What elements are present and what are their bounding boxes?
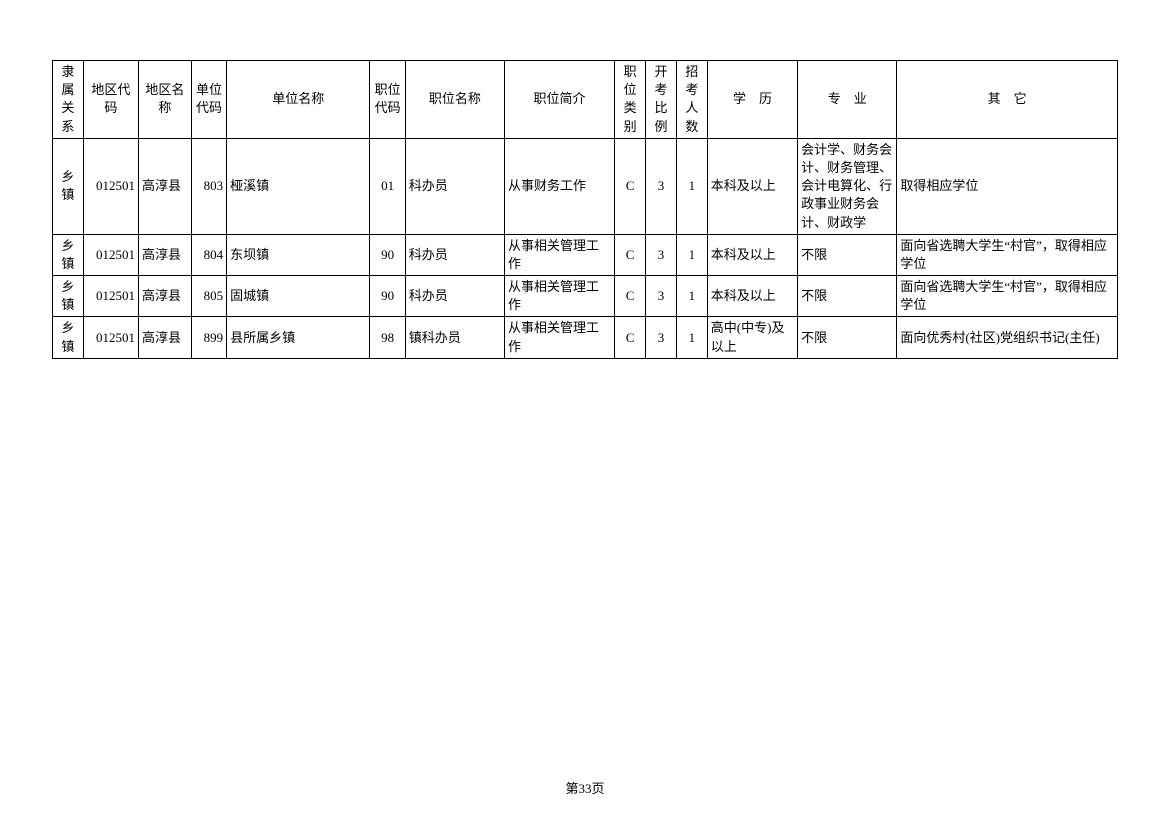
table-cell: 本科及以上 xyxy=(707,138,797,234)
table-cell: 不限 xyxy=(798,234,897,275)
table-cell: 高淳县 xyxy=(138,234,191,275)
table-cell: 科办员 xyxy=(405,234,504,275)
header-major: 专 业 xyxy=(798,61,897,139)
header-education: 学 历 xyxy=(707,61,797,139)
table-cell: 桠溪镇 xyxy=(227,138,370,234)
table-cell: C xyxy=(615,234,646,275)
header-position-desc: 职位简介 xyxy=(504,61,614,139)
header-unit-name: 单位名称 xyxy=(227,61,370,139)
table-cell: 804 xyxy=(191,234,226,275)
header-position-name: 职位名称 xyxy=(405,61,504,139)
table-cell: 乡镇 xyxy=(53,138,84,234)
table-cell: C xyxy=(615,138,646,234)
table-cell: 90 xyxy=(370,234,405,275)
header-headcount: 招考人数 xyxy=(676,61,707,139)
table-body: 乡镇012501高淳县803桠溪镇01科办员从事财务工作C31本科及以上会计学、… xyxy=(53,138,1118,358)
table-cell: 科办员 xyxy=(405,276,504,317)
table-row: 乡镇012501高淳县899县所属乡镇98镇科办员从事相关管理工作C31高中(中… xyxy=(53,317,1118,358)
table-row: 乡镇012501高淳县804东坝镇90科办员从事相关管理工作C31本科及以上不限… xyxy=(53,234,1118,275)
header-region-code: 地区代码 xyxy=(83,61,138,139)
table-cell: 1 xyxy=(676,317,707,358)
table-cell: 本科及以上 xyxy=(707,234,797,275)
table-cell: 会计学、财务会计、财务管理、会计电算化、行政事业财务会计、财政学 xyxy=(798,138,897,234)
table-cell: 不限 xyxy=(798,276,897,317)
recruitment-table: 隶属关系 地区代码 地区名称 单位代码 单位名称 职位代码 职位名称 职位简介 … xyxy=(52,60,1118,359)
table-cell: 固城镇 xyxy=(227,276,370,317)
table-cell: 县所属乡镇 xyxy=(227,317,370,358)
table-cell: 012501 xyxy=(83,317,138,358)
table-cell: 1 xyxy=(676,138,707,234)
table-cell: 镇科办员 xyxy=(405,317,504,358)
table-cell: 从事相关管理工作 xyxy=(504,317,614,358)
table-cell: C xyxy=(615,317,646,358)
table-cell: 乡镇 xyxy=(53,317,84,358)
header-position-code: 职位代码 xyxy=(370,61,405,139)
table-cell: 面向优秀村(社区)党组织书记(主任) xyxy=(897,317,1118,358)
header-other: 其 它 xyxy=(897,61,1118,139)
table-cell: 805 xyxy=(191,276,226,317)
header-row: 隶属关系 地区代码 地区名称 单位代码 单位名称 职位代码 职位名称 职位简介 … xyxy=(53,61,1118,139)
table-cell: 98 xyxy=(370,317,405,358)
header-position-type: 职位类别 xyxy=(615,61,646,139)
table-cell: 不限 xyxy=(798,317,897,358)
table-cell: 1 xyxy=(676,234,707,275)
table-cell: 012501 xyxy=(83,138,138,234)
table-cell: 乡镇 xyxy=(53,234,84,275)
table-row: 乡镇012501高淳县803桠溪镇01科办员从事财务工作C31本科及以上会计学、… xyxy=(53,138,1118,234)
table-cell: 东坝镇 xyxy=(227,234,370,275)
page-footer: 第33页 xyxy=(0,778,1170,797)
header-unit-code: 单位代码 xyxy=(191,61,226,139)
table-cell: 高淳县 xyxy=(138,317,191,358)
table-cell: 从事相关管理工作 xyxy=(504,276,614,317)
table-cell: 3 xyxy=(646,234,677,275)
table-cell: 面向省选聘大学生“村官”，取得相应学位 xyxy=(897,234,1118,275)
table-cell: 高中(中专)及以上 xyxy=(707,317,797,358)
table-cell: C xyxy=(615,276,646,317)
table-cell: 3 xyxy=(646,276,677,317)
header-region-name: 地区名称 xyxy=(138,61,191,139)
table-cell: 012501 xyxy=(83,276,138,317)
table-cell: 3 xyxy=(646,138,677,234)
table-header: 隶属关系 地区代码 地区名称 单位代码 单位名称 职位代码 职位名称 职位简介 … xyxy=(53,61,1118,139)
table-cell: 01 xyxy=(370,138,405,234)
table-cell: 从事相关管理工作 xyxy=(504,234,614,275)
table-cell: 乡镇 xyxy=(53,276,84,317)
header-exam-ratio: 开考比例 xyxy=(646,61,677,139)
table-cell: 本科及以上 xyxy=(707,276,797,317)
table-cell: 3 xyxy=(646,317,677,358)
table-cell: 面向省选聘大学生“村官”，取得相应学位 xyxy=(897,276,1118,317)
table-cell: 科办员 xyxy=(405,138,504,234)
table-cell: 012501 xyxy=(83,234,138,275)
table-cell: 高淳县 xyxy=(138,138,191,234)
header-affiliation: 隶属关系 xyxy=(53,61,84,139)
table-cell: 高淳县 xyxy=(138,276,191,317)
table-cell: 从事财务工作 xyxy=(504,138,614,234)
table-cell: 899 xyxy=(191,317,226,358)
table-row: 乡镇012501高淳县805固城镇90科办员从事相关管理工作C31本科及以上不限… xyxy=(53,276,1118,317)
table-cell: 取得相应学位 xyxy=(897,138,1118,234)
table-cell: 1 xyxy=(676,276,707,317)
table-cell: 90 xyxy=(370,276,405,317)
table-cell: 803 xyxy=(191,138,226,234)
page-number: 第33页 xyxy=(565,781,604,796)
